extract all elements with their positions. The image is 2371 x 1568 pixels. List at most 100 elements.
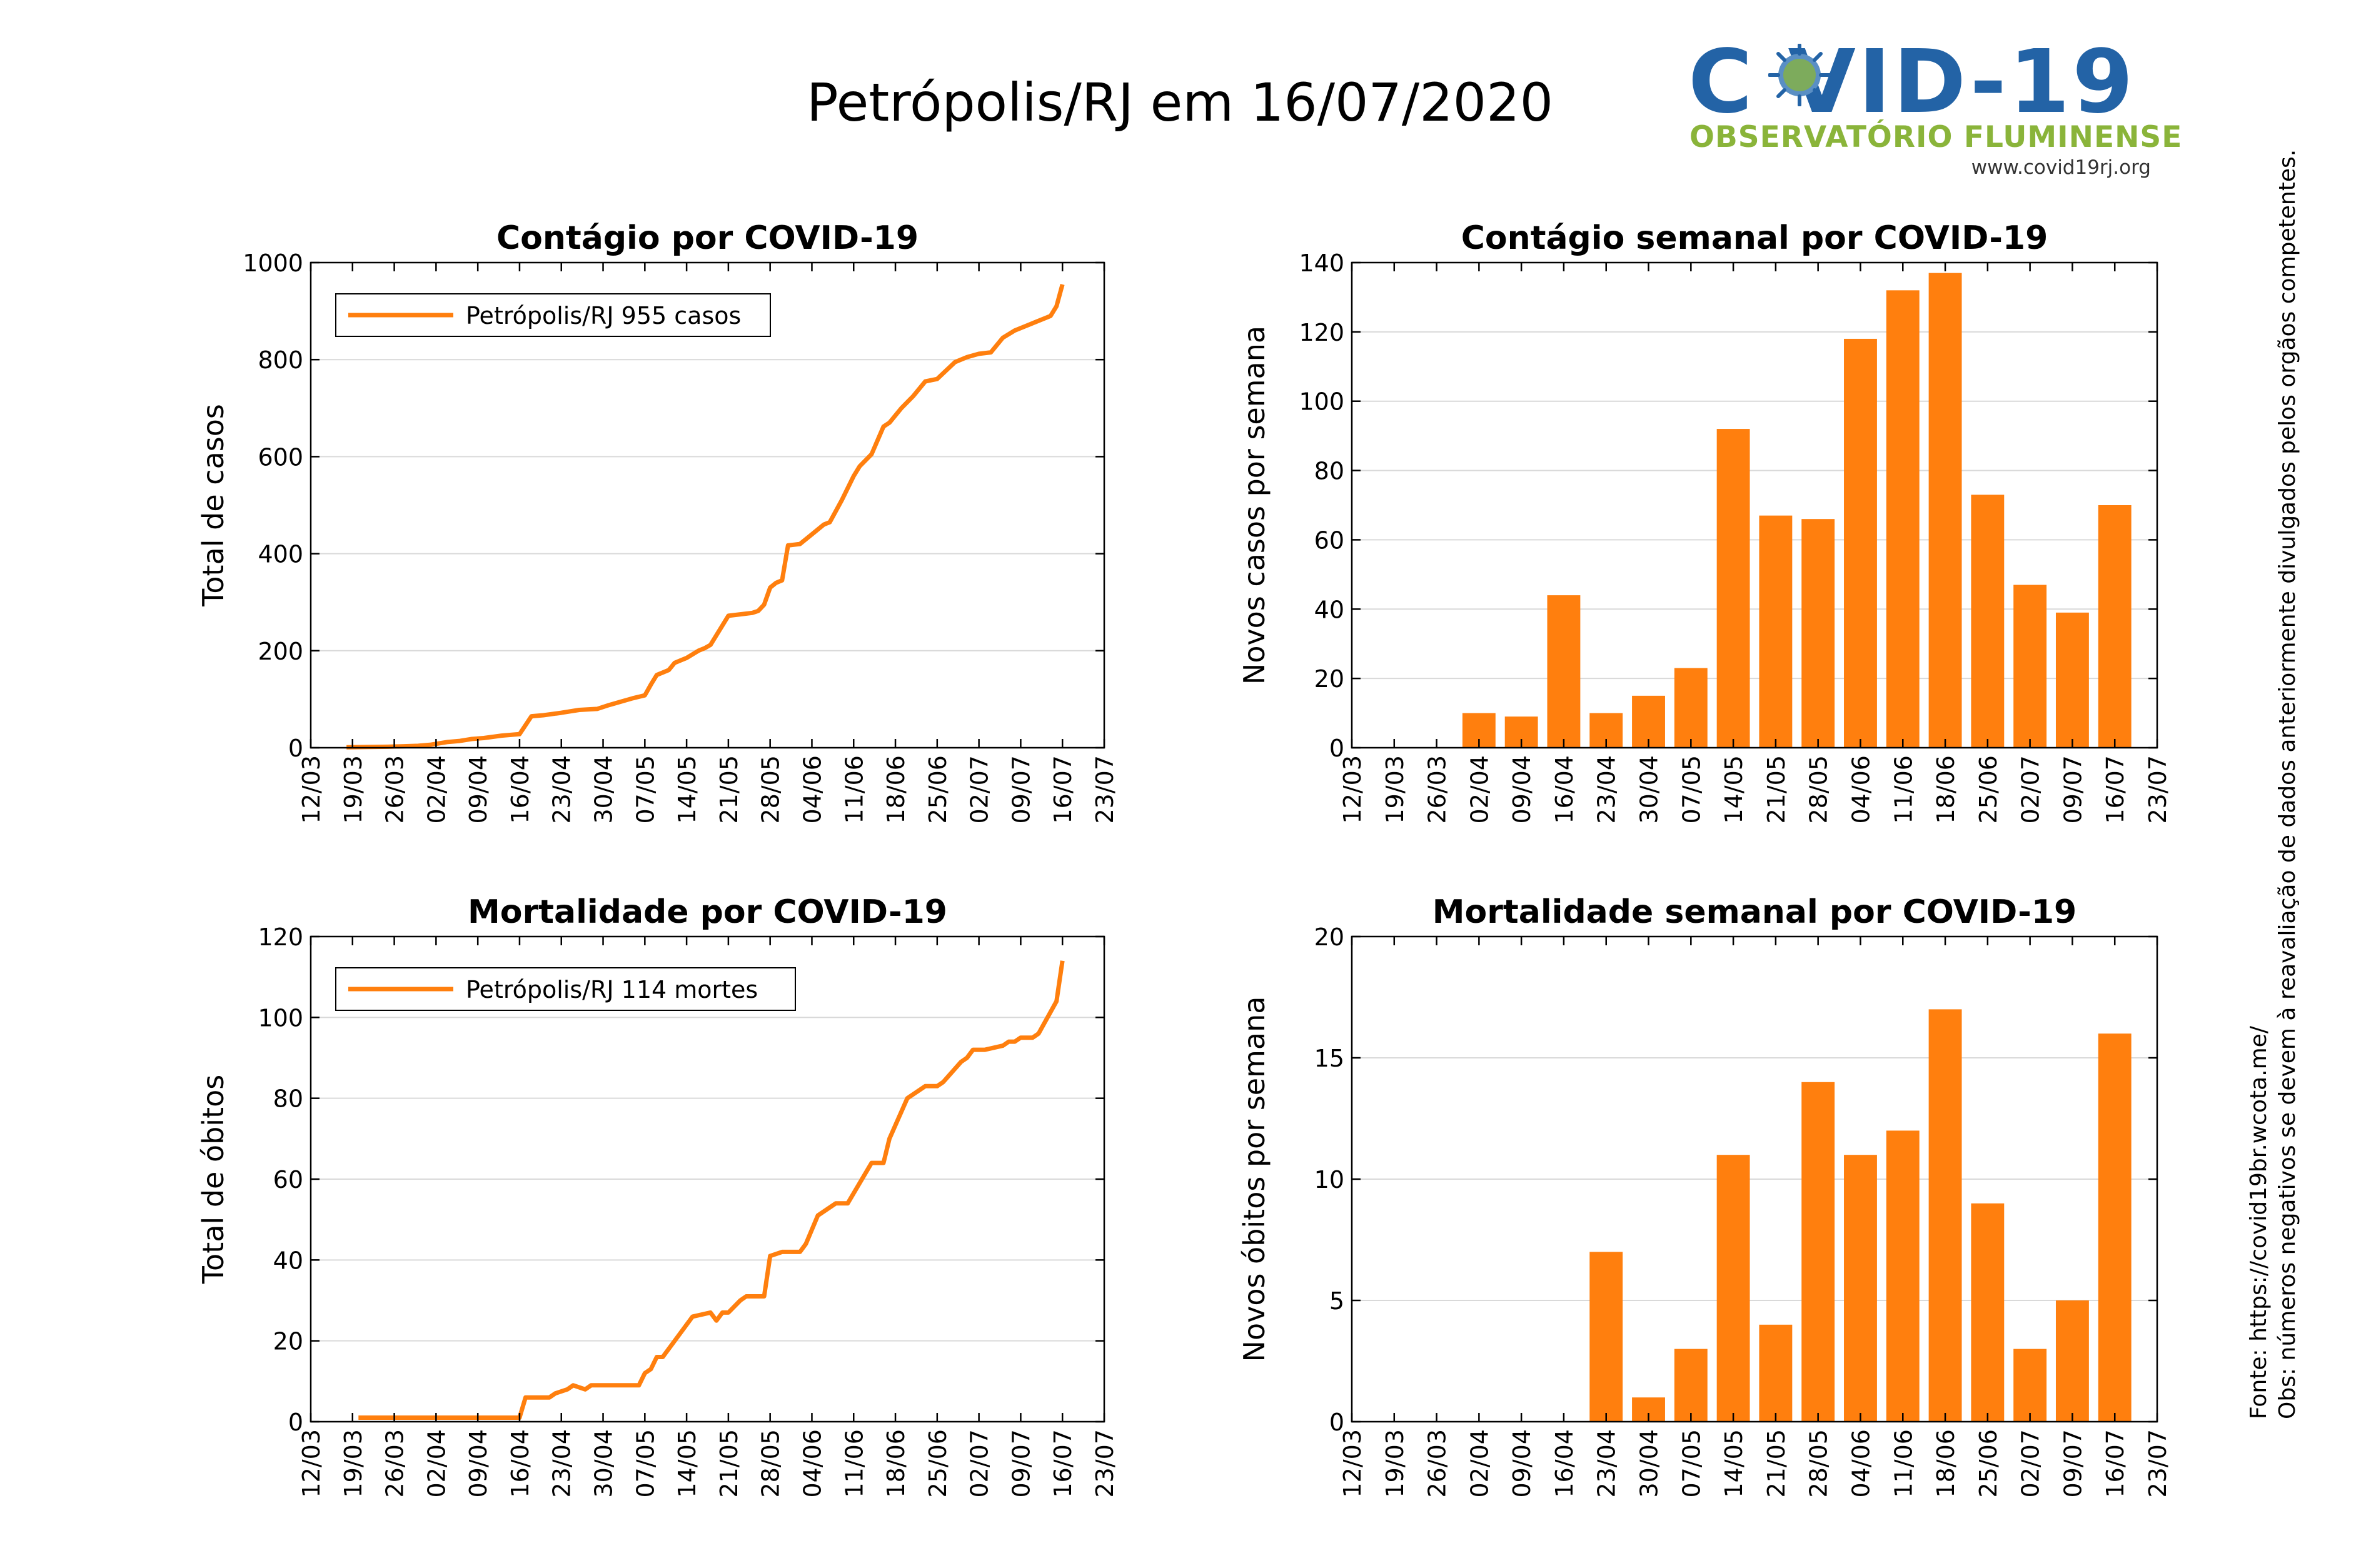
chart-cases-total: Petrópolis/RJ 955 casos 0 200 400 600 800 1000… xyxy=(196,219,1119,824)
xtick-label: 12/03 xyxy=(298,1429,325,1498)
bar xyxy=(1844,338,1877,748)
bar xyxy=(2013,1349,2047,1422)
xtick-label: 23/07 xyxy=(1091,755,1119,824)
xtick-label: 21/05 xyxy=(1763,755,1790,824)
xtick-label: 09/07 xyxy=(2059,1429,2087,1498)
ytick-label: 0 xyxy=(288,1409,303,1436)
ytick-label: 80 xyxy=(1314,458,1344,485)
xtick-label: 26/03 xyxy=(381,1429,409,1498)
ytick-label: 60 xyxy=(273,1166,303,1194)
xtick-label: 09/04 xyxy=(1508,1429,1536,1498)
xtick-label: 12/03 xyxy=(298,755,325,824)
xtick-label: 28/05 xyxy=(1805,1429,1833,1498)
chart-cases-weekly: 0 20 40 60 80 100 120 140 12/03 19/03 26/03 02/04 09… xyxy=(1237,219,2172,824)
xtick-label: 09/07 xyxy=(1007,755,1035,824)
xtick-label: 02/07 xyxy=(966,1429,994,1498)
xtick-label: 23/07 xyxy=(1091,1429,1119,1498)
xtick-label: 07/05 xyxy=(632,1429,659,1498)
legend: Petrópolis/RJ 955 casos xyxy=(335,293,771,337)
xtick-label: 30/04 xyxy=(590,1429,618,1498)
xtick-label: 16/04 xyxy=(1551,1429,1578,1498)
bar xyxy=(2098,505,2132,748)
chart-title: Mortalidade semanal por COVID-19 xyxy=(1432,893,2077,931)
y-axis-label: Novos casos por semana xyxy=(1237,326,1271,685)
xtick-label: 28/05 xyxy=(1805,755,1833,824)
ytick-label: 20 xyxy=(273,1328,303,1355)
xtick-label: 25/06 xyxy=(1975,1429,2002,1498)
logo-wordmark: C VID-19 xyxy=(1688,31,2136,133)
ytick-label: 40 xyxy=(273,1247,303,1274)
xtick-label: 16/07 xyxy=(2102,755,2129,824)
xtick-label: 02/07 xyxy=(2017,755,2045,824)
xtick-label: 18/06 xyxy=(882,1429,910,1498)
bar xyxy=(2055,1300,2089,1422)
page-title: Petrópolis/RJ em 16/07/2020 xyxy=(807,72,1554,133)
ytick-label: 1000 xyxy=(243,249,303,277)
xtick-label: 09/07 xyxy=(1007,1429,1035,1498)
ytick-label: 100 xyxy=(1299,388,1344,416)
xtick-label: 30/04 xyxy=(1636,755,1663,824)
xtick-label: 07/05 xyxy=(632,755,659,824)
xtick-label: 11/06 xyxy=(1890,1429,1917,1498)
xtick-label: 23/04 xyxy=(1593,755,1621,824)
xtick-label: 25/06 xyxy=(924,755,952,824)
xtick-label: 23/04 xyxy=(548,755,576,824)
ytick-label: 20 xyxy=(1314,665,1344,693)
xtick-label: 26/03 xyxy=(381,755,409,824)
chart-title: Contágio por COVID-19 xyxy=(496,219,919,257)
ytick-label: 0 xyxy=(1329,735,1344,762)
bar xyxy=(1674,668,1708,748)
ytick-label: 120 xyxy=(1299,319,1344,346)
xtick-label: 11/06 xyxy=(1890,755,1917,824)
xtick-label: 07/05 xyxy=(1678,1429,1705,1498)
xtick-label: 12/03 xyxy=(1339,1429,1366,1498)
xtick-label: 19/03 xyxy=(340,755,367,824)
ytick-label: 120 xyxy=(258,923,303,951)
legend-label: Petrópolis/RJ 114 mortes xyxy=(466,976,758,1003)
xtick-label: 18/06 xyxy=(1932,1429,1960,1498)
plot-frame xyxy=(310,261,1105,749)
bar xyxy=(1589,1252,1623,1422)
xtick-label: 21/05 xyxy=(715,1429,743,1498)
ytick-label: 600 xyxy=(258,443,303,471)
bar xyxy=(1886,1130,1920,1422)
xtick-label: 09/07 xyxy=(2059,755,2087,824)
ytick-label: 140 xyxy=(1299,249,1344,277)
logo-subtitle: OBSERVATÓRIO FLUMINENSE xyxy=(1689,120,2183,154)
xtick-label: 28/05 xyxy=(757,1429,785,1498)
ytick-label: 40 xyxy=(1314,596,1344,623)
bar xyxy=(1928,273,1962,748)
xtick-label: 12/03 xyxy=(1339,755,1366,824)
xtick-label: 19/03 xyxy=(340,1429,367,1498)
covid19-observatorio-logo: C VID-19 OBSERVATÓRIO FLUMINENSE www.cov… xyxy=(1688,31,2182,181)
legend-label: Petrópolis/RJ 955 casos xyxy=(466,302,741,329)
ytick-label: 80 xyxy=(273,1085,303,1113)
xtick-label: 30/04 xyxy=(590,755,618,824)
bar xyxy=(2098,1033,2132,1422)
xtick-label: 30/04 xyxy=(1636,1429,1663,1498)
plot-frame xyxy=(1351,261,2158,749)
xtick-label: 04/06 xyxy=(798,1429,826,1498)
xtick-label: 04/06 xyxy=(1847,1429,1875,1498)
legend: Petrópolis/RJ 114 mortes xyxy=(335,967,796,1011)
bar xyxy=(1759,515,1793,748)
xtick-label: 09/04 xyxy=(465,755,492,824)
xtick-label: 14/05 xyxy=(673,755,701,824)
xtick-label: 14/05 xyxy=(673,1429,701,1498)
xtick-label: 16/07 xyxy=(1049,755,1077,824)
xtick-label: 09/04 xyxy=(1508,755,1536,824)
bar xyxy=(1844,1155,1877,1422)
chart-title: Contágio semanal por COVID-19 xyxy=(1461,219,2048,257)
xtick-label: 04/06 xyxy=(1847,755,1875,824)
xtick-label: 02/04 xyxy=(423,1429,450,1498)
bar xyxy=(1971,495,2005,748)
ytick-label: 10 xyxy=(1314,1166,1344,1194)
bar xyxy=(1928,1009,1962,1422)
xtick-label: 11/06 xyxy=(840,1429,868,1498)
bar xyxy=(1547,595,1581,748)
xtick-label: 16/04 xyxy=(506,1429,534,1498)
series-line xyxy=(358,960,1065,1420)
xtick-label: 23/04 xyxy=(1593,1429,1621,1498)
series-line xyxy=(346,283,1065,750)
